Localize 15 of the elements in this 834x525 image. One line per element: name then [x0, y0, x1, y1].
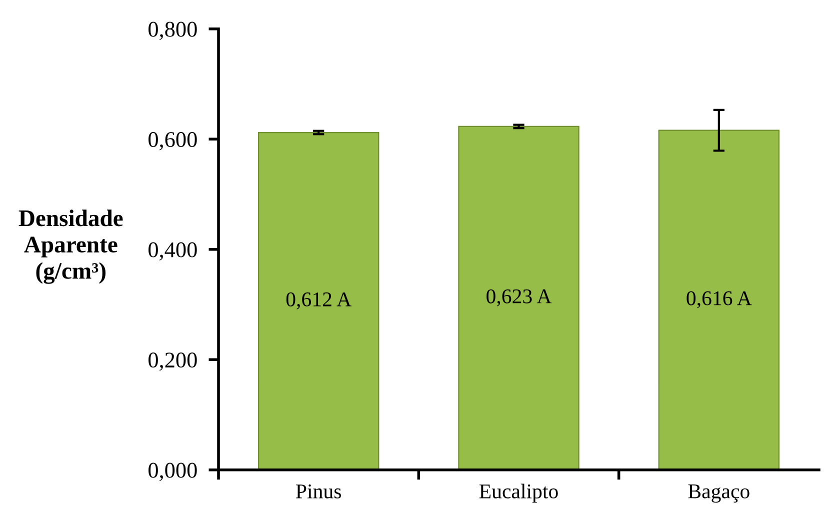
data-label: 0,612 A	[286, 292, 352, 310]
y-axis-title: Densidade Aparente (g/cm³)	[18, 210, 123, 284]
y-tick-label: 0,400	[148, 242, 197, 260]
bar	[258, 132, 380, 470]
data-label: 0,623 A	[486, 289, 552, 306]
y-tick-label: 0,200	[148, 352, 197, 371]
y-tick-label: 0,000	[148, 462, 197, 481]
x-tick-label: Pinus	[296, 484, 341, 498]
x-tick-label: Eucalipto	[479, 484, 558, 503]
x-tick-label: Bagaço	[688, 484, 750, 503]
y-tick-label: 0,800	[148, 22, 197, 40]
bar	[658, 130, 780, 470]
data-label: 0,616 A	[686, 291, 752, 308]
bar	[458, 126, 580, 470]
y-tick-label: 0,600	[148, 132, 197, 150]
